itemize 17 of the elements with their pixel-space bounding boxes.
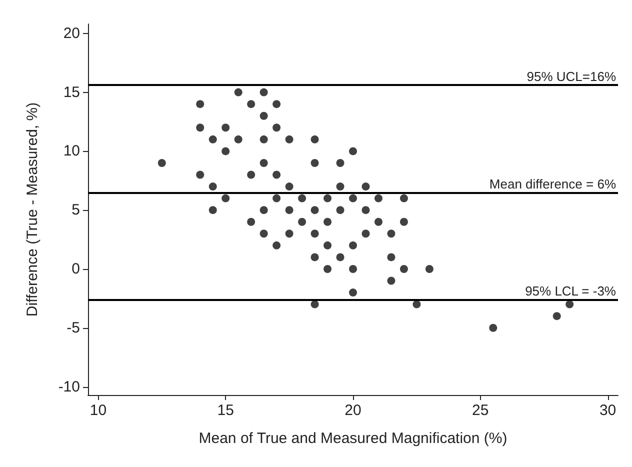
ref-line-label: Mean difference = 6% (489, 176, 616, 192)
y-tick-label: 20 (63, 24, 80, 42)
x-axis-title: Mean of True and Measured Magnification (%) (198, 430, 508, 447)
ref-line-label: 95% LCL = -3% (525, 284, 616, 299)
y-tick-label: 0 (72, 260, 80, 278)
x-tick-label: 15 (217, 402, 234, 419)
x-tick-label: 25 (472, 402, 489, 419)
x-tick-label: 20 (344, 402, 362, 419)
y-axis-title: Difference (True - Measured, %) (24, 102, 41, 317)
y-tick-label: 15 (63, 84, 80, 101)
ref-line-label: 95% UCL=16% (526, 69, 616, 84)
x-tick-label: 30 (599, 402, 616, 419)
x-tick-label: 10 (90, 402, 107, 419)
y-tick-label: 5 (72, 202, 80, 219)
y-tick-label: -10 (58, 378, 80, 396)
y-tick-label: -5 (66, 319, 80, 336)
y-tick-label: 10 (63, 142, 80, 160)
